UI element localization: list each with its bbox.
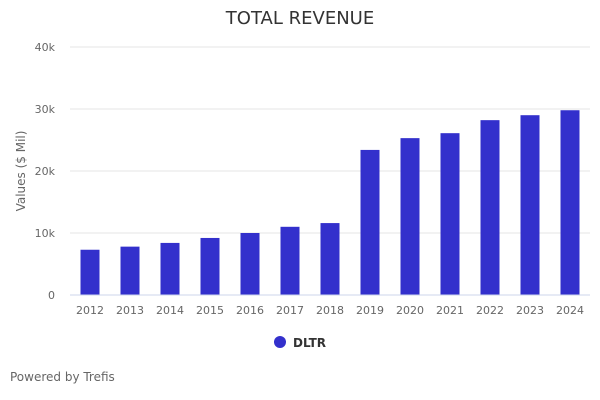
x-tick-label: 2018 (316, 304, 344, 317)
bar-2020[interactable] (400, 138, 420, 295)
bar-2024[interactable] (560, 110, 580, 296)
chart-title: TOTAL REVENUE (225, 8, 374, 29)
y-tick-label: 40k (35, 41, 56, 54)
bar-2013[interactable] (120, 246, 140, 295)
y-tick-label: 0 (48, 289, 55, 302)
x-tick-label: 2015 (196, 304, 224, 317)
bar-2019[interactable] (360, 149, 380, 295)
legend[interactable]: DLTR (274, 336, 326, 350)
bar-2022[interactable] (480, 120, 500, 295)
x-tick-label: 2014 (156, 304, 184, 317)
bar-2023[interactable] (520, 115, 540, 295)
y-tick-label: 10k (35, 227, 56, 240)
x-tick-label: 2019 (356, 304, 384, 317)
x-tick-label: 2022 (476, 304, 504, 317)
x-tick-label: 2024 (556, 304, 584, 317)
legend-label[interactable]: DLTR (293, 336, 326, 350)
bars (80, 110, 580, 296)
x-tick-label: 2021 (436, 304, 464, 317)
y-tick-label: 20k (35, 165, 56, 178)
bar-2017[interactable] (280, 226, 300, 295)
bar-2014[interactable] (160, 242, 180, 295)
x-tick-label: 2017 (276, 304, 304, 317)
x-tick-label: 2013 (116, 304, 144, 317)
x-tick-label: 2020 (396, 304, 424, 317)
gridlines (70, 46, 590, 234)
x-axis-ticks: 2012 2013 2014 2015 2016 2017 2018 2019 2020 2021… (76, 304, 584, 317)
y-axis-ticks: 0 10k 20k 30k 40k (35, 41, 56, 302)
bar-2015[interactable] (200, 237, 220, 295)
legend-marker-icon (274, 336, 286, 348)
x-tick-label: 2023 (516, 304, 544, 317)
bar-2016[interactable] (240, 233, 260, 295)
bar-2018[interactable] (320, 223, 340, 295)
bar-2012[interactable] (80, 249, 100, 295)
x-tick-label: 2012 (76, 304, 104, 317)
powered-by-credit[interactable]: Powered by Trefis (10, 370, 115, 384)
y-axis-label: Values ($ Mil) (14, 131, 28, 212)
bar-2021[interactable] (440, 133, 460, 295)
x-tick-label: 2016 (236, 304, 264, 317)
y-tick-label: 30k (35, 103, 56, 116)
